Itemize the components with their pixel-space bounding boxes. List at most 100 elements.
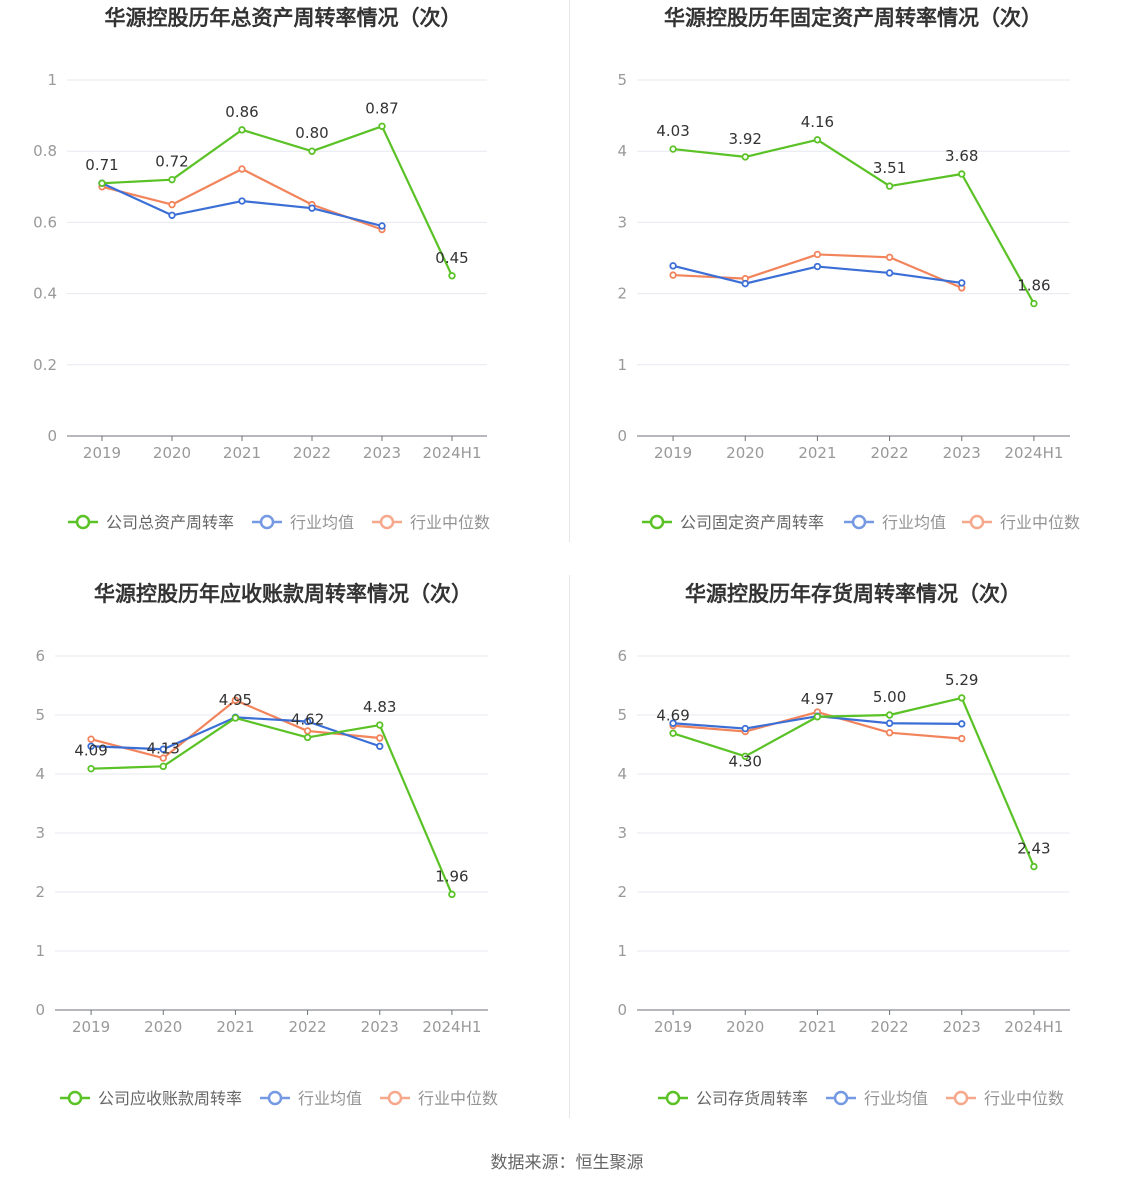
x-tick-label: 2023 xyxy=(363,444,401,462)
data-point xyxy=(1030,299,1038,308)
legend-item-2[interactable]: 行业中位数 xyxy=(380,1089,498,1108)
y-tick-label: 0.2 xyxy=(33,356,57,374)
x-tick-label: 2021 xyxy=(216,1018,254,1036)
x-tick-label: 2022 xyxy=(293,444,331,462)
data-point xyxy=(238,126,246,134)
y-tick-label: 0.8 xyxy=(33,142,57,160)
legend-item-1[interactable]: 行业均值 xyxy=(252,513,354,532)
data-point xyxy=(308,147,316,155)
legend-item-1[interactable]: 行业均值 xyxy=(260,1089,362,1108)
data-label: 4.62 xyxy=(291,710,324,728)
y-tick-label: 4 xyxy=(617,142,627,160)
legend-label: 行业中位数 xyxy=(984,1089,1064,1108)
data-label: 3.68 xyxy=(945,147,978,165)
legend-item-0[interactable]: 公司应收账款周转率 xyxy=(60,1089,242,1108)
legend-item-2[interactable]: 行业中位数 xyxy=(962,513,1080,532)
data-point xyxy=(958,694,966,702)
data-label: 0.87 xyxy=(365,99,398,117)
x-tick-label: 2020 xyxy=(726,1018,764,1036)
y-tick-label: 5 xyxy=(35,706,45,724)
y-tick-label: 5 xyxy=(617,706,627,724)
chart-title: 华源控股历年应收账款周转率情况（次） xyxy=(94,582,472,606)
data-point xyxy=(813,250,822,259)
data-label: 5.00 xyxy=(873,688,906,706)
y-tick-label: 1 xyxy=(617,356,627,374)
data-point xyxy=(1030,862,1038,871)
data-point xyxy=(168,200,176,209)
chart-title: 华源控股历年存货周转率情况（次） xyxy=(685,582,1021,606)
legend-marker-icon xyxy=(969,514,985,530)
chart-inventory-turnover: 华源控股历年存货周转率情况（次） 0 1 2 3 4 5 6 2019 2020 2021 2022 2… xyxy=(570,576,1134,1146)
series-line-0 xyxy=(672,696,1035,868)
chart-total-asset-turnover: 华源控股历年总资产周转率情况（次） 0 0.2 0.4 0.6 0.8 1 2019 2020 2… xyxy=(0,0,567,570)
y-tick-label: 4 xyxy=(35,765,45,783)
data-point xyxy=(231,714,240,722)
top-divider xyxy=(569,0,570,542)
data-point xyxy=(885,269,894,277)
x-tick-label: 2023 xyxy=(361,1018,399,1036)
data-label: 0.80 xyxy=(295,124,328,142)
chart-title: 华源控股历年总资产周转率情况（次） xyxy=(105,6,462,30)
chart-receivables-turnover: 华源控股历年应收账款周转率情况（次） 0 1 2 3 4 5 6 2019 2020 2021 202… xyxy=(0,576,567,1146)
x-tick-label: 2021 xyxy=(798,1018,836,1036)
data-point xyxy=(238,165,246,173)
data-point xyxy=(958,170,966,178)
x-tick-label: 2023 xyxy=(943,444,981,462)
data-point xyxy=(813,136,822,144)
data-point xyxy=(448,272,456,280)
legend-marker-icon xyxy=(953,1090,969,1106)
x-tick-label: 2022 xyxy=(870,444,908,462)
legend-marker-icon xyxy=(259,514,275,530)
legend-item-0[interactable]: 公司总资产周转率 xyxy=(68,513,234,532)
legend-marker-icon xyxy=(267,1090,283,1106)
legend-label: 行业中位数 xyxy=(410,513,490,532)
data-label: 0.71 xyxy=(85,156,118,174)
legend-label: 行业中位数 xyxy=(418,1089,498,1108)
data-point xyxy=(168,211,176,219)
legend-item-1[interactable]: 行业均值 xyxy=(826,1089,928,1108)
y-tick-label: 3 xyxy=(35,824,45,842)
legend-marker-icon xyxy=(75,514,91,530)
legend-item-2[interactable]: 行业中位数 xyxy=(946,1089,1064,1108)
chart-svg: 华源控股历年固定资产周转率情况（次） 0 1 2 3 4 5 2019 2020 2021 2022… xyxy=(617,6,1080,532)
series-line-0 xyxy=(672,138,1035,305)
x-tick-label: 2021 xyxy=(223,444,261,462)
y-tick-label: 2 xyxy=(617,285,627,303)
legend-label: 公司应收账款周转率 xyxy=(98,1089,242,1108)
y-tick-label: 0.4 xyxy=(33,285,57,303)
data-point xyxy=(669,145,677,153)
y-tick-label: 1 xyxy=(617,942,627,960)
legend-marker-icon xyxy=(379,514,395,530)
x-tick-label: 2020 xyxy=(726,444,764,462)
data-point xyxy=(448,890,456,899)
legend-item-0[interactable]: 公司存货周转率 xyxy=(658,1089,808,1108)
data-point xyxy=(238,197,246,205)
y-tick-label: 0 xyxy=(617,1001,627,1019)
legend-label: 行业均值 xyxy=(290,513,354,532)
series-line-0 xyxy=(91,716,453,895)
data-point xyxy=(378,222,386,230)
legend-item-1[interactable]: 行业均值 xyxy=(844,513,946,532)
x-tick-label: 2024H1 xyxy=(422,1018,481,1036)
x-tick-label: 2020 xyxy=(144,1018,182,1036)
legend-item-0[interactable]: 公司固定资产周转率 xyxy=(642,513,824,532)
data-point xyxy=(159,745,167,753)
data-point xyxy=(669,729,677,737)
x-tick-label: 2024H1 xyxy=(1004,1018,1063,1036)
x-tick-label: 2019 xyxy=(72,1018,110,1036)
data-point xyxy=(885,728,894,737)
legend-label: 行业均值 xyxy=(882,513,946,532)
data-point xyxy=(303,717,312,726)
data-point xyxy=(958,720,966,728)
data-point xyxy=(87,735,95,743)
data-point xyxy=(669,271,677,279)
legend-marker-icon xyxy=(387,1090,403,1106)
x-tick-label: 2024H1 xyxy=(423,444,482,462)
data-point xyxy=(159,754,167,762)
legend-item-2[interactable]: 行业中位数 xyxy=(372,513,490,532)
y-tick-label: 1 xyxy=(35,942,45,960)
chart-svg: 华源控股历年总资产周转率情况（次） 0 0.2 0.4 0.6 0.8 1 2019 2020 2… xyxy=(33,6,490,532)
data-label: 4.30 xyxy=(729,752,762,770)
data-label: 4.97 xyxy=(801,690,834,708)
legend-marker-icon xyxy=(833,1090,849,1106)
